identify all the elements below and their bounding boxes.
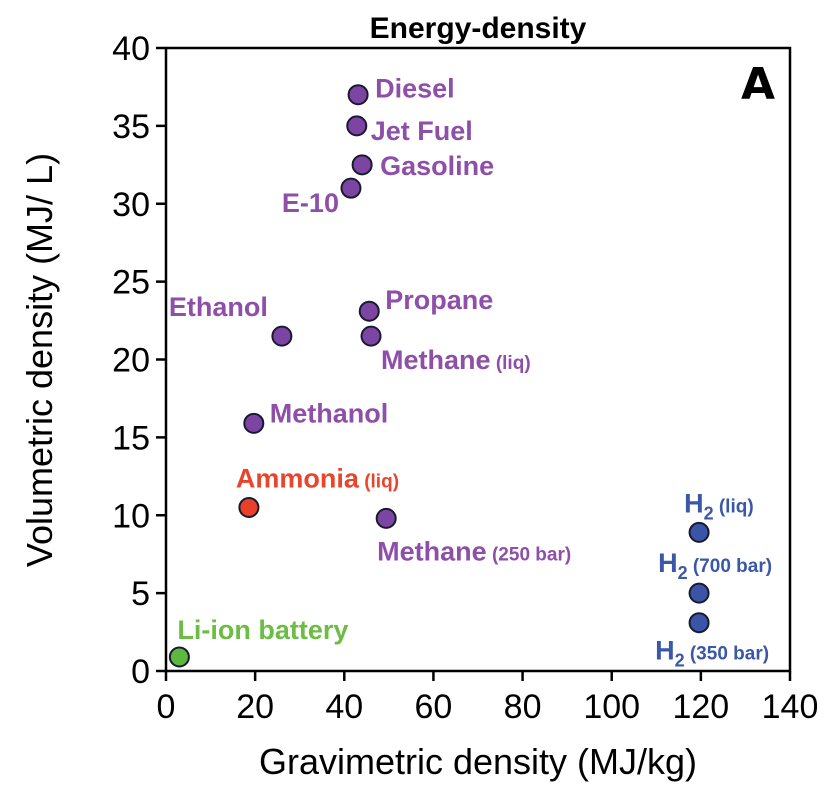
axis-ticks: 0 20 40 60 80 100 120 140 0 5 10 15 20 25 30 35 40 (112, 30, 818, 726)
point-li-ion-battery (168, 646, 190, 668)
point-ammonia-liq (238, 496, 260, 518)
point-methanol (243, 412, 265, 434)
point-diesel (347, 84, 369, 106)
y-tick-label: 5 (131, 575, 150, 613)
point-methane-250-bar (375, 507, 397, 529)
label-h2-liq: H2 (liq) (684, 488, 754, 523)
data-points (168, 84, 710, 668)
panel-label: A (741, 59, 775, 110)
label-gasoline: Gasoline (380, 151, 494, 181)
x-tick-label: 60 (415, 688, 453, 726)
label-diesel: Diesel (375, 74, 455, 104)
y-tick-label: 0 (131, 653, 150, 691)
point-gasoline (351, 154, 373, 176)
label-methane-250-bar: Methane (250 bar) (377, 536, 571, 566)
chart-title: Energy-density (370, 12, 587, 45)
y-tick-label: 10 (112, 497, 150, 535)
y-tick-label: 20 (112, 342, 150, 380)
point-h2-liq (688, 521, 710, 543)
label-e-10: E-10 (282, 188, 339, 218)
point-propane (358, 300, 380, 322)
label-ammonia-liq: Ammonia (liq) (236, 463, 399, 493)
label-methanol: Methanol (270, 398, 389, 428)
x-tick-label: 40 (325, 688, 363, 726)
x-tick-label: 140 (762, 688, 819, 726)
point-labels: Diesel Jet Fuel Gasoline E-10 Propane Ethanol… (169, 74, 772, 671)
y-tick-label: 30 (112, 186, 150, 224)
x-tick-label: 0 (157, 688, 176, 726)
label-ethanol: Ethanol (169, 292, 268, 322)
point-methane-liq (360, 325, 382, 347)
y-tick-label: 15 (112, 419, 150, 457)
x-tick-label: 100 (583, 688, 640, 726)
x-tick-label: 120 (672, 688, 729, 726)
y-tick-label: 35 (112, 108, 150, 146)
y-tick-label: 25 (112, 264, 150, 302)
point-h2-350-bar (688, 612, 710, 634)
label-li-ion-battery: Li-ion battery (177, 615, 348, 645)
label-h2-350-bar: H2 (350 bar) (655, 636, 769, 671)
point-h2-700-bar (688, 582, 710, 604)
label-jet-fuel: Jet Fuel (371, 116, 473, 146)
point-e-10 (340, 177, 362, 199)
label-propane: Propane (385, 285, 493, 315)
point-jet-fuel (346, 115, 368, 137)
x-axis-label: Gravimetric density (MJ/kg) (259, 741, 697, 782)
point-ethanol (271, 325, 293, 347)
label-methane-liq: Methane (liq) (381, 345, 531, 375)
label-h2-700-bar: H2 (700 bar) (658, 548, 772, 583)
y-tick-label: 40 (112, 30, 150, 68)
x-tick-label: 20 (236, 688, 274, 726)
x-tick-label: 80 (504, 688, 542, 726)
y-axis-label: Volumetric density (MJ/ L) (19, 153, 60, 567)
